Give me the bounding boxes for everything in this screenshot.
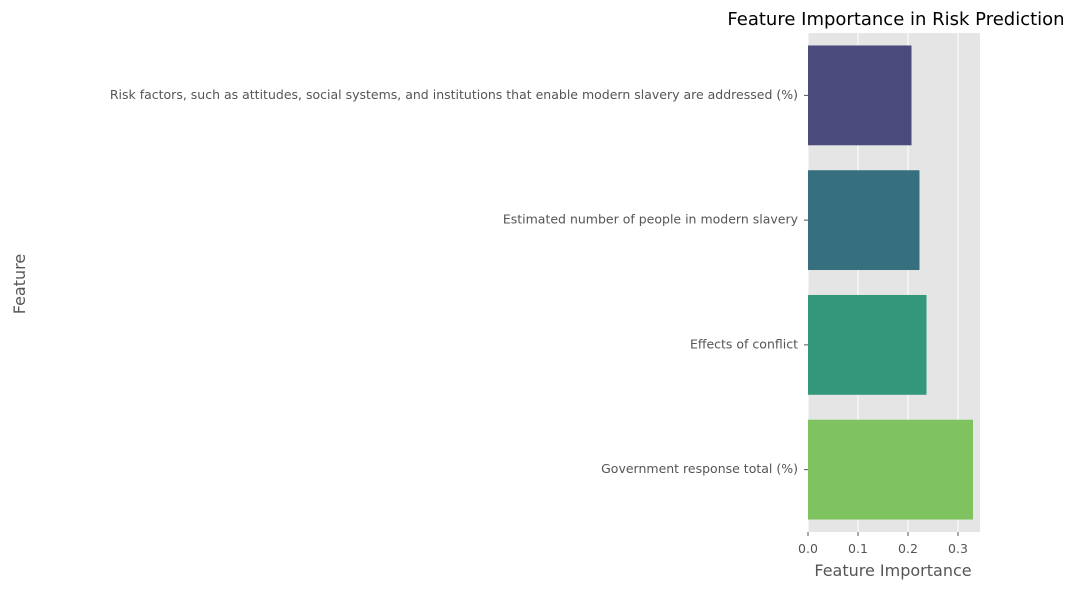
x-tick-label: 0.3 <box>948 541 968 556</box>
y-tick-label: Risk factors, such as attitudes, social … <box>110 87 798 102</box>
bars <box>808 45 973 520</box>
x-tick-label: 0.1 <box>848 541 868 556</box>
bar <box>808 45 912 146</box>
chart-title: Feature Importance in Risk Prediction <box>727 9 1064 30</box>
x-axis-label: Feature Importance <box>814 561 971 580</box>
y-tick-label: Estimated number of people in modern sla… <box>503 212 799 227</box>
y-axis-label: Feature <box>10 254 29 314</box>
y-tick-label: Government response total (%) <box>601 461 798 476</box>
x-tick-label: 0.2 <box>898 541 918 556</box>
x-tick-label: 0.0 <box>798 541 818 556</box>
bar <box>808 419 973 520</box>
bar <box>808 294 927 395</box>
y-tick-label: Effects of conflict <box>690 336 798 351</box>
x-axis-ticks: 0.0 0.1 0.2 0.3 <box>798 532 968 556</box>
y-axis-ticks: Risk factors, such as attitudes, social … <box>110 87 808 476</box>
bar <box>808 170 920 271</box>
